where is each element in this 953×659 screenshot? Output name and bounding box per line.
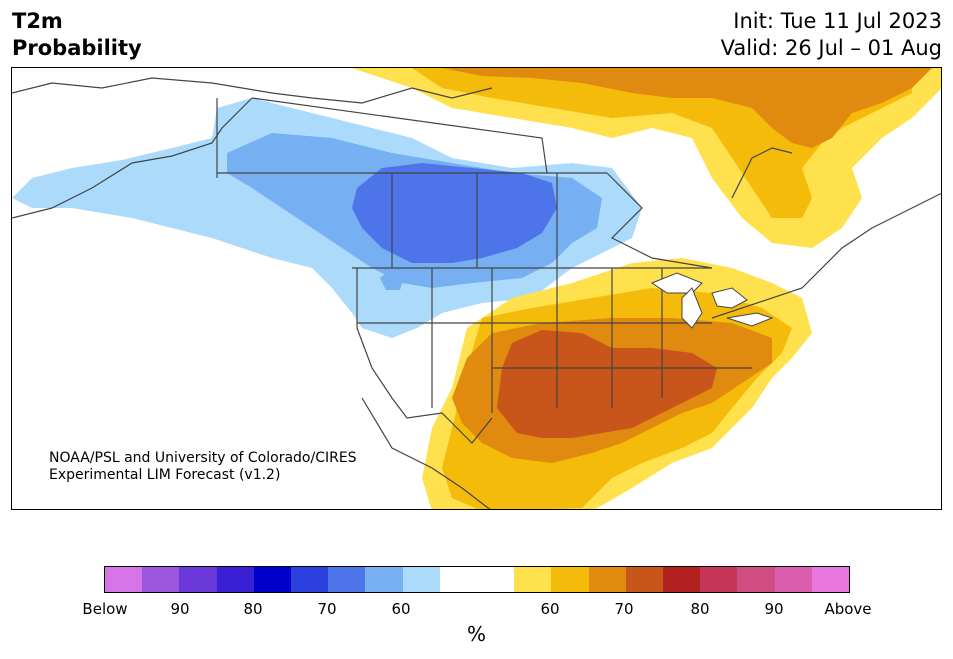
colorbar-segment	[365, 567, 403, 592]
credit-line-2: Experimental LIM Forecast (v1.2)	[49, 467, 281, 483]
colorbar-units: %	[466, 622, 486, 646]
title-variable: T2m	[12, 9, 63, 33]
region-small-blue	[380, 268, 404, 290]
map-canvas	[12, 68, 941, 509]
colorbar-segment	[328, 567, 366, 592]
map-credit: NOAA/PSL and University of Colorado/CIRE…	[49, 450, 357, 484]
colorbar-segment	[588, 567, 626, 592]
colorbar-segment	[551, 567, 589, 592]
init-date: Init: Tue 11 Jul 2023	[733, 9, 942, 33]
colorbar-segment	[216, 567, 254, 592]
colorbar-segment	[291, 567, 329, 592]
region-orange-north	[442, 68, 932, 148]
colorbar-tick-label: 80	[690, 600, 710, 618]
forecast-map	[11, 67, 942, 510]
colorbar-segment	[253, 567, 292, 592]
colorbar-segment	[179, 567, 217, 592]
colorbar-tick-label: 70	[317, 600, 337, 618]
colorbar-segment	[402, 567, 440, 592]
valid-date: Valid: 26 Jul – 01 Aug	[720, 36, 942, 60]
colorbar-tick-label: 60	[391, 600, 411, 618]
colorbar	[104, 566, 850, 593]
colorbar-tick-label: 60	[540, 600, 560, 618]
colorbar-tick-label: 70	[614, 600, 634, 618]
map-title: T2m Probability	[12, 8, 142, 62]
colorbar-segment	[514, 567, 552, 592]
colorbar-segment	[774, 567, 812, 592]
credit-line-1: NOAA/PSL and University of Colorado/CIRE…	[49, 450, 357, 466]
colorbar-segment	[439, 567, 478, 592]
colorbar-ticks: Below 90 80 70 60 60 70 80 90 Above	[0, 600, 953, 620]
colorbar-segment	[663, 567, 701, 592]
title-type: Probability	[12, 36, 142, 60]
colorbar-segment	[142, 567, 180, 592]
colorbar-segment	[811, 567, 850, 592]
colorbar-segment	[105, 567, 143, 592]
colorbar-segment	[737, 567, 775, 592]
colorbar-tick-label: 90	[764, 600, 784, 618]
colorbar-tick-label: 90	[170, 600, 190, 618]
colorbar-segment	[477, 567, 515, 592]
colorbar-tick-label: Below	[82, 600, 128, 618]
forecast-dates: Init: Tue 11 Jul 2023 Valid: 26 Jul – 01…	[721, 8, 942, 62]
map-borders	[12, 77, 941, 509]
colorbar-tick-label: 80	[243, 600, 263, 618]
colorbar-segment	[625, 567, 664, 592]
region-dark-blue	[352, 163, 557, 263]
colorbar-tick-label: Above	[824, 600, 872, 618]
colorbar-segment	[700, 567, 738, 592]
great-lakes	[650, 272, 774, 329]
